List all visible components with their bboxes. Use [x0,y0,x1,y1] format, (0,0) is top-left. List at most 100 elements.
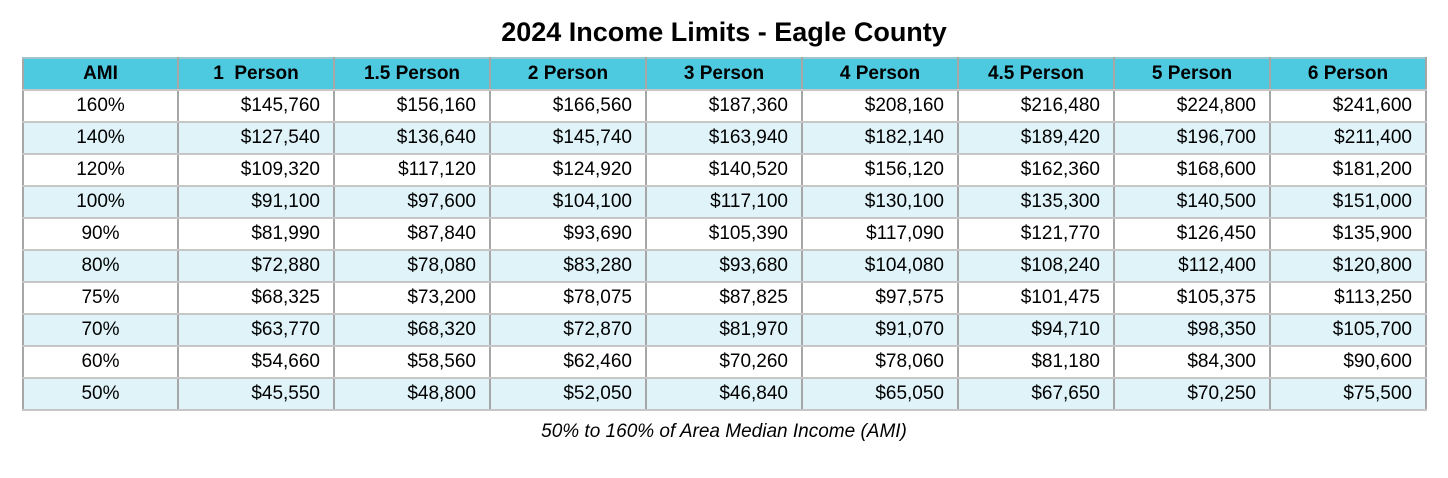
income-cell: $70,260 [645,345,803,379]
income-cell: $224,800 [1113,89,1271,123]
income-cell: $81,180 [957,345,1115,379]
table-row: 75% $68,325 $73,200 $78,075 $87,825 $97,575 $1… [22,281,1427,315]
table-body: 160% $145,760 $156,160 $166,560 $187,360 $208… [22,89,1427,411]
income-cell: $121,770 [957,217,1115,251]
income-limits-table: AMI 1 Person 1.5 Person 2 Person 3 Person 4 P… [22,57,1427,411]
income-cell: $168,600 [1113,153,1271,187]
income-cell: $130,100 [801,185,959,219]
income-cell: $94,710 [957,313,1115,347]
income-cell: $117,120 [333,153,491,187]
income-cell: $112,400 [1113,249,1271,283]
income-cell: $93,690 [489,217,647,251]
income-cell: $98,350 [1113,313,1271,347]
ami-cell: 75% [22,281,179,315]
table-row: 60% $54,660 $58,560 $62,460 $70,260 $78,060 $8… [22,345,1427,379]
ami-cell: 80% [22,249,179,283]
income-cell: $91,100 [177,185,335,219]
column-header: 1 Person [177,57,335,91]
ami-cell: 50% [22,377,179,411]
income-cell: $117,090 [801,217,959,251]
income-cell: $78,075 [489,281,647,315]
column-header-ami: AMI [22,57,179,91]
table-row: 80% $72,880 $78,080 $83,280 $93,680 $104,080 $… [22,249,1427,283]
income-cell: $68,325 [177,281,335,315]
income-cell: $182,140 [801,121,959,155]
income-cell: $101,475 [957,281,1115,315]
income-cell: $151,000 [1269,185,1427,219]
income-cell: $97,600 [333,185,491,219]
ami-cell: 70% [22,313,179,347]
table-caption: 50% to 160% of Area Median Income (AMI) [541,421,907,442]
income-cell: $216,480 [957,89,1115,123]
ami-cell: 120% [22,153,179,187]
income-cell: $72,870 [489,313,647,347]
income-cell: $196,700 [1113,121,1271,155]
income-cell: $166,560 [489,89,647,123]
table-row: 90% $81,990 $87,840 $93,690 $105,390 $117,090… [22,217,1427,251]
income-cell: $117,100 [645,185,803,219]
income-cell: $73,200 [333,281,491,315]
column-header: 3 Person [645,57,803,91]
income-cell: $52,050 [489,377,647,411]
ami-cell: 100% [22,185,179,219]
income-cell: $127,540 [177,121,335,155]
income-cell: $81,970 [645,313,803,347]
income-cell: $145,760 [177,89,335,123]
income-cell: $126,450 [1113,217,1271,251]
income-cell: $105,390 [645,217,803,251]
ami-cell: 60% [22,345,179,379]
income-cell: $140,520 [645,153,803,187]
income-cell: $70,250 [1113,377,1271,411]
income-cell: $113,250 [1269,281,1427,315]
ami-cell: 90% [22,217,179,251]
income-cell: $140,500 [1113,185,1271,219]
income-cell: $67,650 [957,377,1115,411]
income-cell: $124,920 [489,153,647,187]
table-row: 160% $145,760 $156,160 $166,560 $187,360 $208… [22,89,1427,123]
income-cell: $120,800 [1269,249,1427,283]
income-cell: $135,300 [957,185,1115,219]
income-cell: $45,550 [177,377,335,411]
income-cell: $136,640 [333,121,491,155]
income-cell: $93,680 [645,249,803,283]
table-row: 70% $63,770 $68,320 $72,870 $81,970 $91,070 $9… [22,313,1427,347]
column-header: 4 Person [801,57,959,91]
income-cell: $75,500 [1269,377,1427,411]
income-cell: $108,240 [957,249,1115,283]
column-header: 2 Person [489,57,647,91]
column-header: 6 Person [1269,57,1427,91]
income-cell: $48,800 [333,377,491,411]
income-cell: $145,740 [489,121,647,155]
income-cell: $72,880 [177,249,335,283]
income-cell: $63,770 [177,313,335,347]
income-cell: $58,560 [333,345,491,379]
income-cell: $156,120 [801,153,959,187]
income-cell: $104,100 [489,185,647,219]
income-cell: $135,900 [1269,217,1427,251]
income-cell: $65,050 [801,377,959,411]
table-row: 100% $91,100 $97,600 $104,100 $117,100 $130,1… [22,185,1427,219]
income-cell: $97,575 [801,281,959,315]
header-row: AMI 1 Person 1.5 Person 2 Person 3 Person 4 P… [22,57,1427,91]
income-cell: $62,460 [489,345,647,379]
income-cell: $91,070 [801,313,959,347]
income-cell: $68,320 [333,313,491,347]
table-row: 120% $109,320 $117,120 $124,920 $140,520 $156… [22,153,1427,187]
table-row: 140% $127,540 $136,640 $145,740 $163,940 $182… [22,121,1427,155]
income-cell: $87,840 [333,217,491,251]
income-cell: $162,360 [957,153,1115,187]
income-cell: $187,360 [645,89,803,123]
income-cell: $83,280 [489,249,647,283]
income-cell: $181,200 [1269,153,1427,187]
income-cell: $211,400 [1269,121,1427,155]
column-header: 4.5 Person [957,57,1115,91]
income-cell: $105,700 [1269,313,1427,347]
income-cell: $54,660 [177,345,335,379]
income-cell: $90,600 [1269,345,1427,379]
column-header: 5 Person [1113,57,1271,91]
income-cell: $78,060 [801,345,959,379]
page-title: 2024 Income Limits - Eagle County [501,17,947,47]
income-cell: $78,080 [333,249,491,283]
income-cell: $104,080 [801,249,959,283]
